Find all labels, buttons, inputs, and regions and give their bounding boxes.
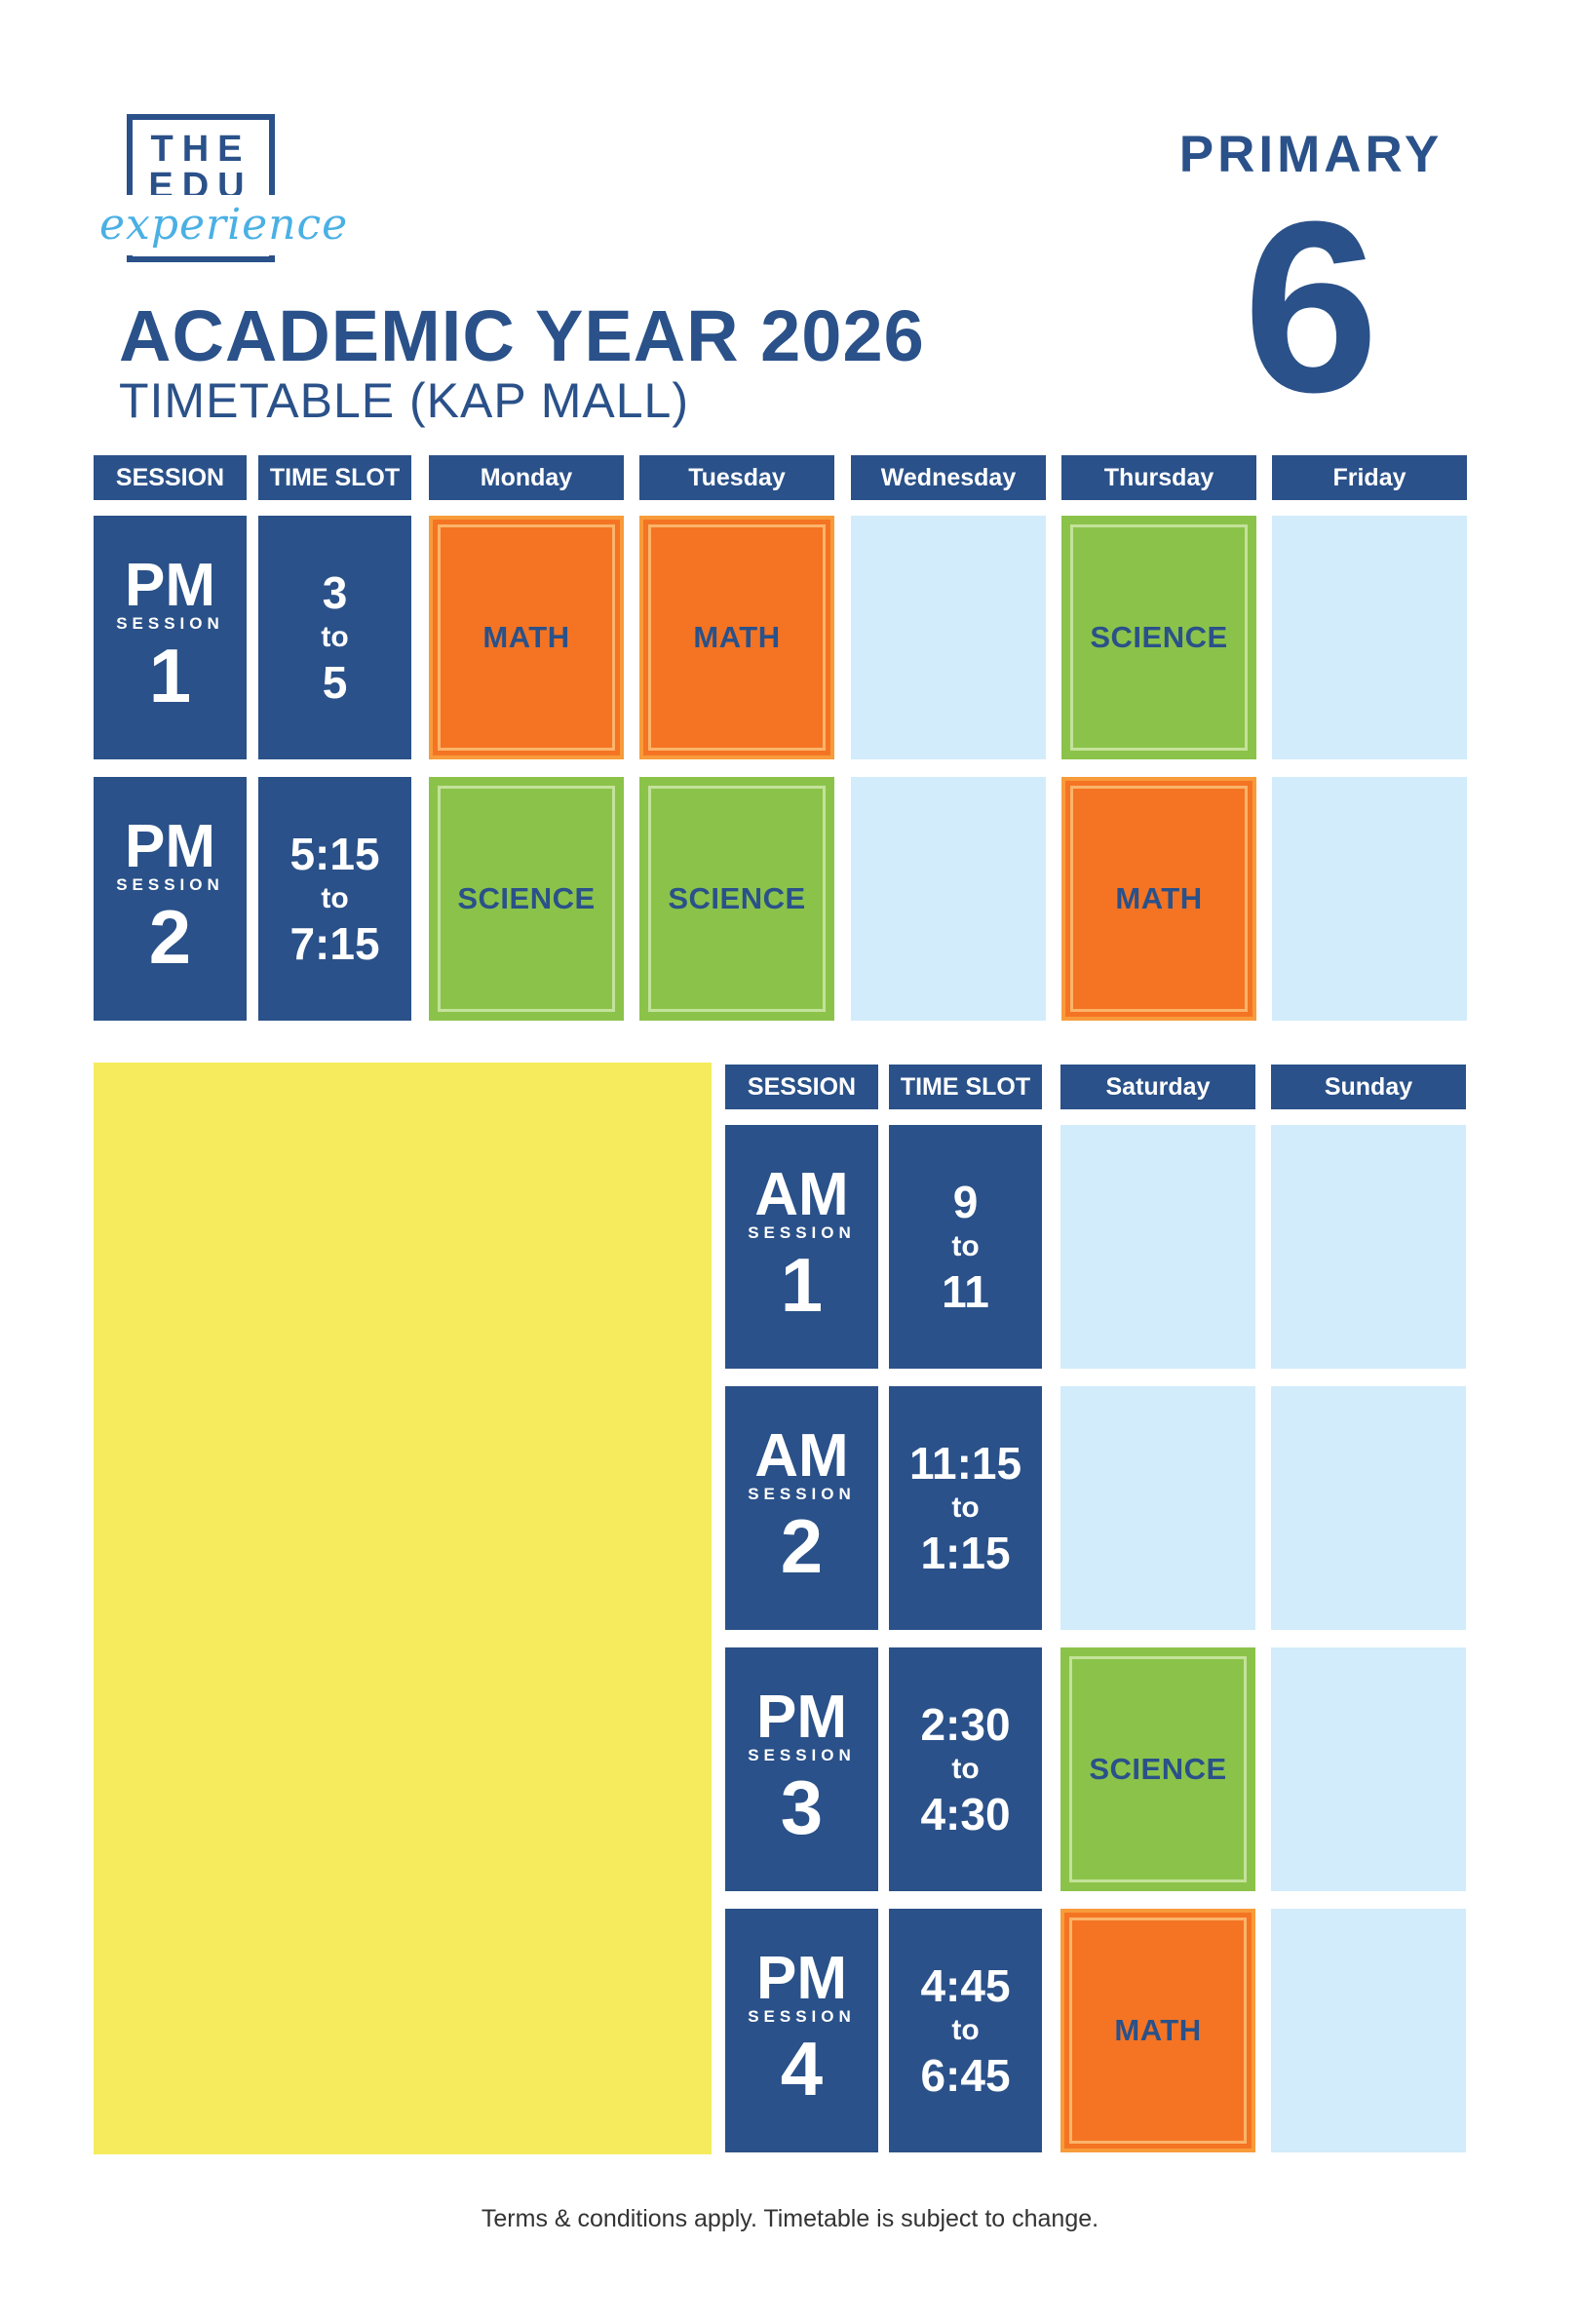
class-tuesday-pm1: MATH <box>639 516 834 759</box>
weekend-header-session: SESSION <box>725 1065 878 1109</box>
time-to-word: to <box>951 2014 980 2046</box>
class-tuesday-pm2: SCIENCE <box>639 777 834 1021</box>
footer-note: Terms & conditions apply. Timetable is s… <box>481 2205 1099 2232</box>
time-from: 2:30 <box>920 1699 1011 1750</box>
page-subtitle: TIMETABLE (KAP MALL) <box>119 373 689 428</box>
level-label: PRIMARY <box>1178 126 1444 183</box>
time-slot-tile: 11:15 to 1:15 <box>889 1386 1042 1630</box>
time-to-word: to <box>951 1230 980 1262</box>
session-prefix: AM <box>754 1422 849 1490</box>
yellow-panel <box>94 1063 712 2154</box>
empty-cell-saturday-am2 <box>1060 1386 1255 1630</box>
time-to: 11 <box>942 1266 989 1317</box>
weekday-header-session: SESSION <box>94 455 247 500</box>
session-word: SESSION <box>748 1485 856 1503</box>
time-from: 4:45 <box>920 1960 1011 2011</box>
empty-cell-sunday-am2 <box>1271 1386 1466 1630</box>
session-number: 4 <box>780 2026 824 2111</box>
time-to-word: to <box>951 1753 980 1785</box>
session-number: 2 <box>780 1503 824 1589</box>
page-title: ACADEMIC YEAR 2026 <box>119 295 925 376</box>
session-word: SESSION <box>748 1746 856 1764</box>
time-to: 7:15 <box>289 918 380 969</box>
class-monday-pm1: MATH <box>429 516 624 759</box>
session-prefix: PM <box>756 1684 847 1751</box>
time-slot-tile: 4:45 to 6:45 <box>889 1909 1042 2152</box>
header-tuesday: Tuesday <box>639 455 834 500</box>
session-word: SESSION <box>116 614 224 633</box>
session-prefix: AM <box>754 1161 849 1228</box>
time-slot-tile: 5:15 to 7:15 <box>258 777 411 1021</box>
time-to: 6:45 <box>920 2050 1011 2101</box>
time-slot-tile: 3 to 5 <box>258 516 411 759</box>
time-to-word: to <box>321 621 349 653</box>
weekend-header-time-slot: TIME SLOT <box>889 1065 1042 1109</box>
class-thursday-pm2: MATH <box>1061 777 1256 1021</box>
empty-cell-wednesday-pm1 <box>851 516 1046 759</box>
header-sunday: Sunday <box>1271 1065 1466 1109</box>
header-saturday: Saturday <box>1060 1065 1255 1109</box>
session-prefix: PM <box>756 1945 847 2012</box>
session-tile: PM SESSION 1 <box>94 516 247 759</box>
time-to-word: to <box>951 1491 980 1524</box>
session-prefix: PM <box>125 552 215 619</box>
session-number: 2 <box>148 894 192 980</box>
session-tile: AM SESSION 1 <box>725 1125 878 1369</box>
time-to: 1:15 <box>920 1528 1011 1578</box>
class-saturday-pm3: SCIENCE <box>1060 1647 1255 1891</box>
class-thursday-pm1: SCIENCE <box>1061 516 1256 759</box>
session-word: SESSION <box>748 2007 856 2026</box>
time-to: 5 <box>322 657 348 708</box>
class-saturday-pm4: MATH <box>1060 1909 1255 2152</box>
empty-cell-sunday-am1 <box>1271 1125 1466 1369</box>
header-thursday: Thursday <box>1061 455 1256 500</box>
time-slot-tile: 2:30 to 4:30 <box>889 1647 1042 1891</box>
level-number: 6 <box>1243 171 1379 443</box>
session-prefix: PM <box>125 813 215 880</box>
time-from: 3 <box>322 567 348 618</box>
empty-cell-friday-pm2 <box>1272 777 1467 1021</box>
time-to: 4:30 <box>920 1789 1011 1840</box>
time-from: 11:15 <box>908 1438 1022 1489</box>
header-wednesday: Wednesday <box>851 455 1046 500</box>
header-friday: Friday <box>1272 455 1467 500</box>
session-number: 3 <box>780 1764 824 1850</box>
session-word: SESSION <box>116 875 224 894</box>
time-from: 9 <box>952 1177 979 1227</box>
time-to-word: to <box>321 882 349 914</box>
empty-cell-sunday-pm3 <box>1271 1647 1466 1891</box>
empty-cell-wednesday-pm2 <box>851 777 1046 1021</box>
session-word: SESSION <box>748 1223 856 1242</box>
time-slot-tile: 9 to 11 <box>889 1125 1042 1369</box>
session-number: 1 <box>780 1242 824 1328</box>
weekday-header-time-slot: TIME SLOT <box>258 455 411 500</box>
session-tile: PM SESSION 3 <box>725 1647 878 1891</box>
logo-text-the: THE <box>150 129 251 170</box>
empty-cell-saturday-am1 <box>1060 1125 1255 1369</box>
time-from: 5:15 <box>289 829 380 879</box>
class-monday-pm2: SCIENCE <box>429 777 624 1021</box>
logo-text-experience: experience <box>99 195 347 255</box>
session-tile: PM SESSION 4 <box>725 1909 878 2152</box>
session-tile: AM SESSION 2 <box>725 1386 878 1630</box>
session-tile: PM SESSION 2 <box>94 777 247 1021</box>
session-number: 1 <box>148 633 192 718</box>
empty-cell-sunday-pm4 <box>1271 1909 1466 2152</box>
empty-cell-friday-pm1 <box>1272 516 1467 759</box>
header-monday: Monday <box>429 455 624 500</box>
